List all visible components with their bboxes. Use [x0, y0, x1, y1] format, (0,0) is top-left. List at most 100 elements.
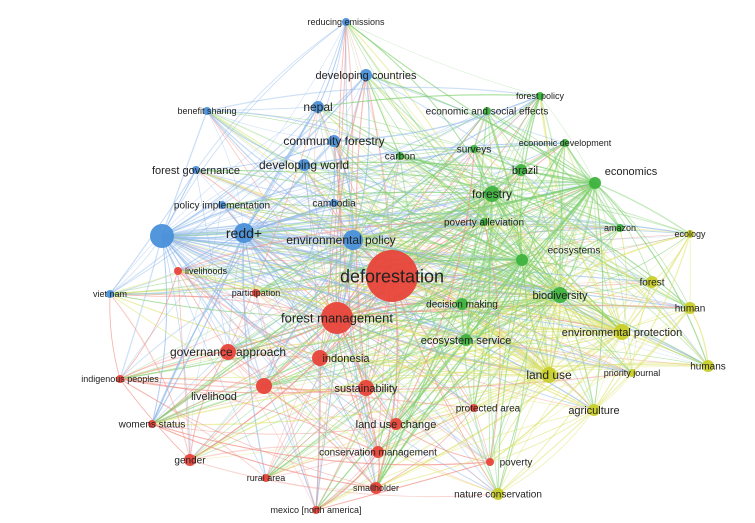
node-decision-making[interactable] — [456, 298, 468, 310]
node-policy-implementation[interactable] — [218, 201, 226, 209]
link-economics-nepal — [317, 106, 596, 184]
node-viet-nam[interactable] — [106, 290, 114, 298]
link-ecosystems-surveys — [473, 148, 523, 261]
link-environmental_policy-gender — [189, 239, 354, 461]
node-cambodia[interactable] — [330, 199, 338, 207]
label-participation: participation — [232, 288, 281, 298]
node-nature-conservation[interactable] — [492, 488, 504, 500]
link-land_use-smallholder — [375, 374, 550, 489]
node-priority-journal[interactable] — [628, 369, 636, 377]
node-forest-management[interactable] — [321, 302, 353, 334]
node-womens-status[interactable] — [148, 420, 156, 428]
link-blue_hub-developing_countries — [161, 74, 367, 237]
node-indonesia[interactable] — [312, 350, 328, 366]
node-forest-governance[interactable] — [192, 166, 200, 174]
node-forest[interactable] — [646, 276, 658, 288]
node-indigenous-peoples[interactable] — [116, 375, 124, 383]
node-poverty[interactable] — [486, 458, 494, 466]
link-decision_making-nature_conservation — [461, 303, 499, 495]
node-sustainability[interactable] — [358, 380, 374, 396]
node-benefit-sharing[interactable] — [203, 107, 211, 115]
link-biodiversity-amazon — [559, 227, 621, 296]
node-economic-development[interactable] — [561, 139, 569, 147]
node-environmental-protection[interactable] — [614, 324, 630, 340]
label-human: human — [675, 304, 706, 315]
link-blue_hub-indigenous_peoples — [119, 235, 163, 380]
link-blue_hub-livelihood — [161, 235, 265, 387]
link-ecosystems-forest_policy — [520, 95, 541, 261]
node-developing-world[interactable] — [298, 159, 310, 171]
link-environmental_protection-benefit_sharing — [206, 110, 623, 333]
label-livelihood: livelihood — [191, 391, 237, 403]
node-ecosystems[interactable] — [516, 254, 528, 266]
node-mexico[interactable] — [312, 506, 320, 514]
link-economics-gender — [189, 182, 596, 461]
node-smallholder[interactable] — [370, 482, 382, 494]
link-environmental_protection-environmental_policy — [352, 239, 623, 333]
node-rural-area[interactable] — [262, 474, 270, 482]
node-participation[interactable] — [252, 289, 260, 297]
node-poverty-alleviation[interactable] — [480, 218, 488, 226]
link-redd-agriculture — [243, 232, 595, 411]
node-gender[interactable] — [184, 454, 196, 466]
link-land_use-ecology — [548, 233, 691, 376]
node-blue-hub[interactable] — [150, 224, 174, 248]
node-nepal[interactable] — [312, 101, 324, 113]
link-environmental_protection-rural_area — [265, 331, 623, 479]
node-forest-policy[interactable] — [536, 92, 544, 100]
node-economics[interactable] — [589, 177, 601, 189]
node-developing-countries[interactable] — [360, 69, 372, 81]
link-forest_governance-reducing_emissions — [195, 21, 347, 171]
link-amazon-decision_making — [461, 227, 621, 305]
link-brazil-forest_policy — [520, 95, 541, 171]
link-forest-sustainability — [365, 281, 653, 389]
node-carbon[interactable] — [396, 152, 404, 160]
node-human[interactable] — [684, 302, 696, 314]
link-forest-poverty_alleviation — [483, 221, 653, 283]
link-deforestation-benefit_sharing — [206, 110, 393, 277]
link-amazon-rural_area — [265, 227, 621, 479]
link-rural_area-smallholder — [265, 477, 377, 490]
link-poverty-womens_status — [151, 423, 491, 466]
label-community-forestry: community forestry — [283, 134, 384, 148]
node-surveys[interactable] — [470, 145, 478, 153]
link-biodiversity-policy_implementation — [221, 204, 561, 296]
link-ecosystem_service-mexico — [315, 339, 467, 511]
node-biodiversity[interactable] — [552, 287, 568, 303]
node-humans[interactable] — [702, 360, 714, 372]
node-protected-area[interactable] — [470, 404, 478, 412]
node-redd[interactable] — [234, 223, 254, 243]
link-environmental_policy-reducing_emissions — [345, 21, 354, 241]
label-smallholder: smallholder — [353, 483, 399, 493]
node-agriculture[interactable] — [588, 404, 600, 416]
node-ecology[interactable] — [686, 230, 694, 238]
link-land_use-forest — [548, 281, 653, 376]
node-land-use-change[interactable] — [390, 418, 402, 430]
label-protected-area: protected area — [456, 404, 521, 415]
node-ecosystem-service[interactable] — [460, 334, 472, 346]
node-community-forestry[interactable] — [328, 135, 340, 147]
link-land_use_change-mexico — [315, 423, 397, 511]
link-livelihoods-participation — [177, 270, 257, 294]
link-biodiversity-economics — [559, 182, 596, 296]
link-economics-forest — [594, 182, 653, 283]
link-policy_implementation-reducing_emissions — [221, 21, 347, 206]
node-conservation-management[interactable] — [372, 446, 384, 458]
node-land-use[interactable] — [541, 367, 557, 383]
node-amazon[interactable] — [616, 224, 624, 232]
label-brazil: brazil — [512, 165, 538, 177]
node-reducing-emissions[interactable] — [342, 18, 350, 26]
link-community_forestry-womens_status — [151, 140, 335, 425]
node-environmental-policy[interactable] — [343, 230, 363, 250]
node-economic-social-effects[interactable] — [483, 107, 491, 115]
node-forestry[interactable] — [484, 186, 500, 202]
link-land_use-environmental_protection — [548, 331, 623, 376]
node-deforestation[interactable] — [366, 250, 418, 302]
link-indonesia-participation — [255, 292, 321, 359]
link-biodiversity-brazil — [520, 169, 561, 296]
label-reducing-emissions: reducing emissions — [307, 17, 385, 27]
node-governance-approach[interactable] — [220, 344, 236, 360]
node-livelihood[interactable] — [256, 378, 272, 394]
node-brazil[interactable] — [515, 164, 527, 176]
node-livelihoods[interactable] — [174, 267, 182, 275]
